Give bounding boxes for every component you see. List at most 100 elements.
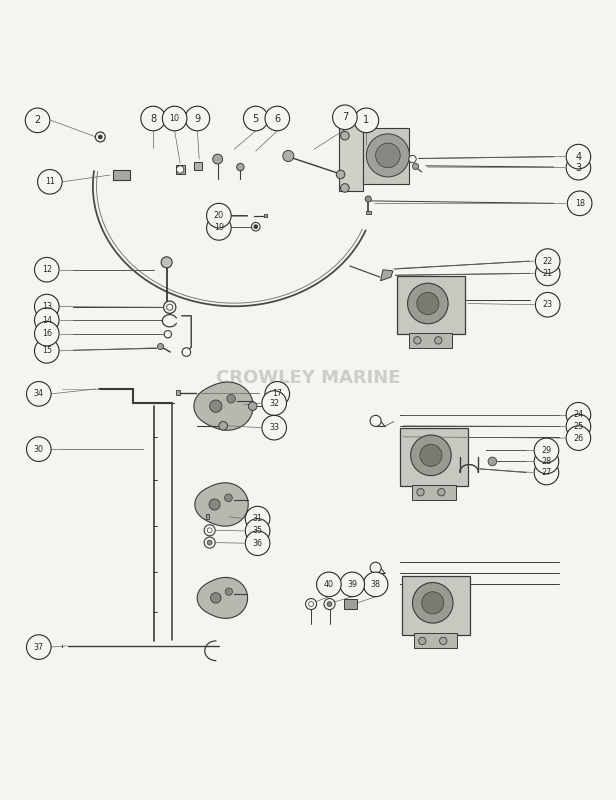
Circle shape [422, 592, 444, 614]
Circle shape [324, 598, 335, 610]
Circle shape [534, 438, 559, 462]
Text: 35: 35 [253, 526, 262, 535]
Circle shape [164, 301, 176, 314]
Text: 1: 1 [363, 115, 370, 126]
Circle shape [164, 330, 172, 338]
Circle shape [376, 143, 400, 168]
Circle shape [26, 382, 51, 406]
Circle shape [566, 155, 591, 180]
Text: 28: 28 [541, 457, 551, 466]
Circle shape [370, 562, 381, 574]
FancyBboxPatch shape [410, 333, 452, 348]
Circle shape [34, 322, 59, 346]
Circle shape [265, 106, 290, 131]
Circle shape [265, 382, 290, 406]
Circle shape [566, 144, 591, 169]
Text: 14: 14 [42, 316, 52, 325]
Circle shape [34, 308, 59, 332]
Circle shape [245, 518, 270, 543]
Text: 23: 23 [543, 300, 553, 310]
Circle shape [245, 506, 270, 531]
Circle shape [566, 414, 591, 438]
Circle shape [219, 422, 227, 430]
Circle shape [176, 166, 184, 174]
Circle shape [26, 437, 51, 462]
Circle shape [225, 588, 232, 595]
Text: 29: 29 [541, 446, 551, 455]
Text: 8: 8 [150, 114, 156, 123]
Circle shape [309, 602, 314, 606]
Circle shape [413, 582, 453, 623]
Polygon shape [113, 170, 130, 180]
Circle shape [209, 499, 220, 510]
Circle shape [141, 106, 166, 131]
FancyBboxPatch shape [176, 390, 180, 395]
Circle shape [535, 261, 560, 286]
Circle shape [34, 294, 59, 319]
Circle shape [317, 572, 341, 597]
FancyBboxPatch shape [339, 123, 363, 191]
Text: 32: 32 [269, 398, 279, 407]
Circle shape [534, 460, 559, 485]
Circle shape [283, 150, 294, 162]
Circle shape [370, 415, 381, 426]
Polygon shape [194, 162, 202, 170]
Circle shape [488, 457, 496, 466]
Circle shape [227, 394, 235, 403]
Text: 33: 33 [269, 423, 279, 432]
Text: 11: 11 [45, 178, 55, 186]
Circle shape [340, 572, 365, 597]
Circle shape [248, 402, 257, 410]
Text: 4: 4 [575, 152, 582, 162]
Circle shape [367, 134, 410, 177]
Circle shape [243, 106, 268, 131]
Circle shape [408, 283, 448, 324]
FancyBboxPatch shape [366, 211, 371, 214]
Circle shape [535, 249, 560, 274]
Circle shape [534, 449, 559, 474]
Text: 17: 17 [272, 390, 282, 398]
Circle shape [419, 638, 426, 645]
Circle shape [207, 540, 212, 545]
Text: 37: 37 [34, 642, 44, 651]
Circle shape [34, 338, 59, 363]
FancyBboxPatch shape [206, 514, 209, 519]
Circle shape [354, 108, 379, 133]
Circle shape [209, 400, 222, 412]
Text: 36: 36 [253, 538, 262, 548]
Text: 38: 38 [371, 580, 381, 589]
Circle shape [237, 163, 244, 170]
Circle shape [158, 343, 164, 350]
Text: 2: 2 [34, 115, 41, 126]
FancyBboxPatch shape [413, 485, 455, 500]
Text: 24: 24 [573, 410, 583, 419]
Circle shape [327, 602, 332, 606]
Polygon shape [197, 578, 248, 618]
Circle shape [161, 257, 172, 268]
Text: 6: 6 [274, 114, 280, 123]
FancyBboxPatch shape [264, 214, 267, 218]
Circle shape [420, 444, 442, 466]
Circle shape [213, 154, 222, 164]
Text: 30: 30 [34, 445, 44, 454]
Circle shape [254, 225, 257, 229]
Circle shape [567, 191, 592, 216]
Text: 25: 25 [573, 422, 583, 431]
Circle shape [38, 170, 62, 194]
Circle shape [440, 638, 447, 645]
Circle shape [409, 155, 416, 162]
Circle shape [365, 196, 371, 202]
Text: 31: 31 [253, 514, 262, 523]
Circle shape [566, 426, 591, 450]
Circle shape [251, 222, 260, 231]
Circle shape [99, 135, 102, 138]
Text: 40: 40 [324, 580, 334, 589]
Circle shape [341, 184, 349, 192]
Text: 19: 19 [214, 223, 224, 233]
Text: 20: 20 [214, 211, 224, 220]
Polygon shape [381, 270, 393, 281]
Circle shape [182, 348, 190, 356]
Text: 34: 34 [34, 390, 44, 398]
Circle shape [413, 163, 419, 170]
FancyBboxPatch shape [402, 576, 469, 634]
